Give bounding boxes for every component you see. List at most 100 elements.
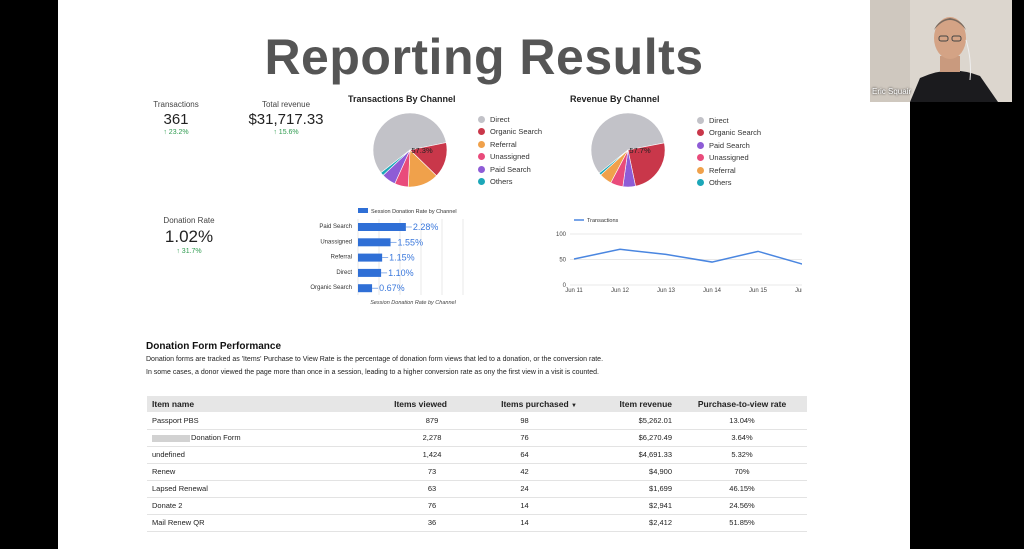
cell-item-revenue: $5,262.01 <box>582 412 677 430</box>
line-x-tick: Jun 15 <box>749 288 768 294</box>
cell-items-purchased: 24 <box>452 480 582 498</box>
col-items-purchased[interactable]: Items purchased ▼ <box>452 396 582 412</box>
bar-value-label: 1.55% <box>398 237 424 247</box>
table-row: Lapsed Renewal 63 24 $1,699 46.15% <box>147 480 807 498</box>
cell-items-viewed: 2,278 <box>367 429 452 447</box>
line-x-tick: Jun 14 <box>703 288 722 294</box>
kpi-value: 361 <box>163 111 189 128</box>
line-y-tick: 100 <box>556 232 567 238</box>
kpi-transactions: Transactions 361 ↑ 23.2% <box>146 100 206 136</box>
col-item-revenue[interactable]: Item revenue <box>582 396 677 412</box>
pie-center-label: 57.7% <box>629 146 651 155</box>
legend-label: Direct <box>709 115 729 125</box>
sort-desc-icon[interactable]: ▼ <box>571 403 577 409</box>
bar-paid-search <box>358 223 406 231</box>
cell-item-revenue: $2,941 <box>582 497 677 515</box>
cell-items-purchased: 98 <box>452 412 582 430</box>
legend-dot-icon <box>697 179 704 187</box>
legend-label: Unassigned <box>490 152 530 162</box>
table-row: Donate 2 76 14 $2,941 24.56% <box>147 497 807 515</box>
bar-value-label: 2.28% <box>413 222 439 232</box>
legend-dot-icon <box>478 178 485 186</box>
cell-item-revenue: $4,691.33 <box>582 446 677 464</box>
cell-items-viewed: 36 <box>367 514 452 532</box>
bar-legend-swatch <box>358 208 368 213</box>
pie-revenue-legend: Direct Organic Search Paid Search Unassigne… <box>697 114 761 189</box>
cell-items-purchased: 14 <box>452 514 582 532</box>
arrow-up-icon: ↑ <box>176 248 180 255</box>
cell-items-purchased: 42 <box>452 463 582 481</box>
col-items-viewed[interactable]: Items viewed <box>367 396 452 412</box>
bar-organic-search <box>358 284 373 293</box>
cell-items-purchased: 64 <box>452 446 582 464</box>
legend-item: Others <box>478 176 542 189</box>
col-purchase-to-view-rate[interactable]: Purchase-to-view rate <box>677 396 807 412</box>
cell-item-revenue: $2,412 <box>582 514 677 532</box>
transactions-line-chart: Transactions 0 50 100 Jun 11 Jun 12 Jun 13 Jun … <box>556 218 802 294</box>
col-item-name[interactable]: Item name <box>147 396 367 412</box>
participant-name: Eric Squair <box>872 87 912 96</box>
bar-value-label: 1.10% <box>388 268 414 278</box>
legend-dot-icon <box>478 128 485 136</box>
legend-label: Paid Search <box>490 164 531 174</box>
legend-item: Direct <box>478 113 542 126</box>
kpi-donation-rate: Donation Rate 1.02% ↑ 31.7% <box>154 216 224 255</box>
cell-item-revenue: $4,900 <box>582 463 677 481</box>
line-x-tick: Jun 16 <box>795 288 802 294</box>
legend-label: Unassigned <box>709 153 749 163</box>
legend-label: Others <box>490 177 513 187</box>
bar-direct <box>358 268 382 277</box>
legend-item: Organic Search <box>478 126 542 139</box>
table-row: Donation Form 2,278 76 $6,270.49 3.64% <box>147 429 807 447</box>
kpi-value: 1.02% <box>164 227 214 246</box>
cell-items-purchased: 76 <box>452 429 582 447</box>
webcam-video-tile[interactable]: Eric Squair <box>870 0 1012 102</box>
cell-items-viewed: 73 <box>367 463 452 481</box>
line-x-tick: Jun 13 <box>657 288 676 294</box>
legend-dot-icon <box>697 154 704 162</box>
legend-label: Paid Search <box>709 140 750 150</box>
legend-dot-icon <box>697 129 704 137</box>
cell-rate: 46.15% <box>677 480 807 498</box>
arrow-up-icon: ↑ <box>273 129 277 136</box>
presenter-video <box>870 0 1012 102</box>
cell-item-revenue: $1,699 <box>582 480 677 498</box>
cell-item-name: Mail Renew QR <box>147 514 367 532</box>
bar-referral <box>358 253 383 262</box>
bar-unassigned <box>358 238 391 247</box>
section-description: Donation forms are tracked as 'Items' Pu… <box>146 356 604 363</box>
donation-form-table: Item name Items viewed Items purchased ▼… <box>147 396 807 532</box>
legend-item: Others <box>697 177 761 190</box>
bar-category-label: Referral <box>331 255 352 261</box>
cell-items-viewed: 879 <box>367 412 452 430</box>
bar-x-axis-label: Session Donation Rate by Channel <box>370 300 456 306</box>
cell-item-name: Passport PBS <box>147 412 367 430</box>
legend-dot-icon <box>697 141 704 149</box>
cell-item-name: Lapsed Renewal <box>147 480 367 498</box>
kpi-label: Donation Rate <box>163 216 215 225</box>
legend-item: Paid Search <box>697 139 761 152</box>
legend-label: Organic Search <box>490 127 543 137</box>
report-slide: Reporting Results Transactions 361 ↑ 23.… <box>58 0 910 549</box>
bar-legend-label: Session Donation Rate by Channel <box>371 209 457 215</box>
legend-dot-icon <box>697 166 704 174</box>
table-row: Renew 73 42 $4,900 70% <box>147 463 807 481</box>
kpi-delta: ↑ 15.6% <box>273 129 299 136</box>
arrow-up-icon: ↑ <box>163 129 167 136</box>
line-x-tick: Jun 11 <box>565 288 583 294</box>
legend-dot-icon <box>478 115 485 123</box>
pie-slice-others <box>598 149 629 176</box>
pie-transactions-title: Transactions By Channel <box>348 94 456 104</box>
kpi-label: Transactions <box>153 100 199 109</box>
kpi-delta: ↑ 31.7% <box>176 248 202 255</box>
legend-item: Unassigned <box>697 152 761 165</box>
cell-rate: 3.64% <box>677 429 807 447</box>
table-header-row: Item name Items viewed Items purchased ▼… <box>147 396 807 412</box>
cell-items-viewed: 76 <box>367 497 452 515</box>
pie-transactions-chart: 57.3% <box>372 112 448 188</box>
legend-label: Others <box>709 178 732 188</box>
bar-category-label: Paid Search <box>319 224 352 230</box>
donation-rate-bar-chart: Session Donation Rate by Channel Paid Sea… <box>310 208 464 306</box>
legend-dot-icon <box>478 165 485 173</box>
legend-dot-icon <box>478 140 485 148</box>
